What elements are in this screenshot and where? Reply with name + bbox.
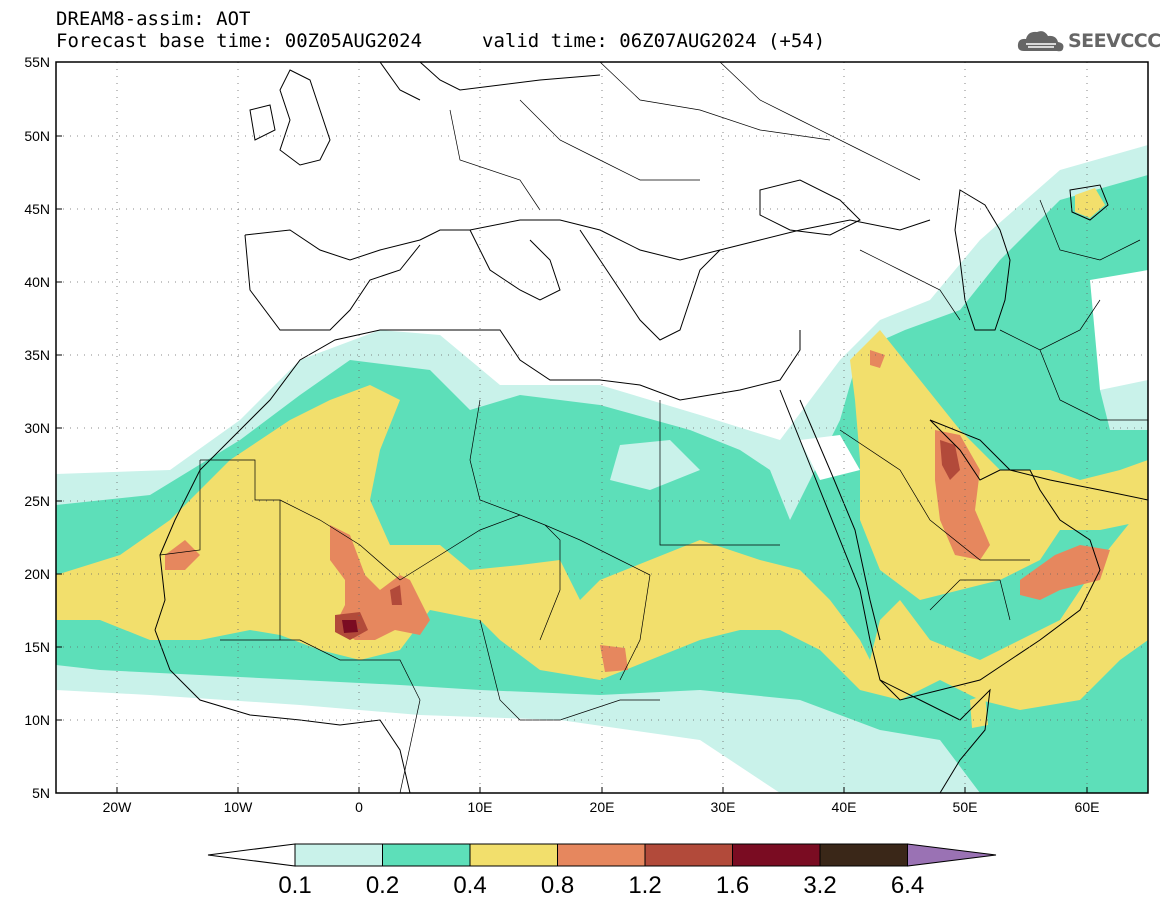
colorbar-label: 1.6 <box>716 872 749 899</box>
colorbar-swatch <box>382 843 471 867</box>
lon-label: 50E <box>953 799 978 815</box>
lat-label: 30N <box>24 420 50 436</box>
colorbar-swatch <box>557 843 646 867</box>
colorbar-label: 0.4 <box>453 872 486 899</box>
lat-labels: 55N 50N 45N 40N 35N 30N 25N 20N 15N 10N … <box>24 54 50 801</box>
map-title: DREAM8-assim: AOT <box>56 8 251 30</box>
coastlines <box>154 61 1149 794</box>
lon-label: 20E <box>590 799 615 815</box>
lat-label: 15N <box>24 639 50 655</box>
colorbar-under-triangle <box>207 843 296 867</box>
lat-label: 10N <box>24 712 50 728</box>
cloud-icon <box>1017 31 1064 52</box>
valid-time: valid time: 06Z07AUG2024 (+54) <box>482 30 826 52</box>
colorbar-label: 0.8 <box>541 872 574 899</box>
lon-label: 60E <box>1075 799 1100 815</box>
lat-label: 50N <box>24 128 50 144</box>
lat-label: 25N <box>24 493 50 509</box>
lat-label: 55N <box>24 54 50 70</box>
colorbar-label: 0.2 <box>366 872 399 899</box>
graticule <box>56 62 1148 793</box>
colorbar-swatch <box>644 843 733 867</box>
aot-level-1.6 <box>342 620 358 633</box>
colorbar-over-triangle <box>907 843 997 867</box>
seevccc-logo: SEEVCCC <box>1016 27 1161 55</box>
colorbar-swatch <box>819 843 908 867</box>
aot-level-0.8 <box>330 525 430 640</box>
aot-level-0.4 <box>56 385 1148 710</box>
colorbar-label: 6.4 <box>891 872 924 899</box>
axis-ticks <box>56 61 1088 793</box>
colorbar-swatch <box>469 843 558 867</box>
lon-label: 30E <box>711 799 736 815</box>
lon-label: 20W <box>103 799 133 815</box>
forecast-base-time: Forecast base time: 00Z05AUG2024 <box>56 30 423 52</box>
country-borders <box>159 61 1148 794</box>
colorbar-label: 1.2 <box>628 872 661 899</box>
lat-label: 40N <box>24 274 50 290</box>
lat-label: 20N <box>24 566 50 582</box>
colorbar-label: 3.2 <box>803 872 836 899</box>
logo-text: SEEVCCC <box>1068 30 1161 52</box>
colorbar-swatch <box>294 843 383 867</box>
lat-label: 45N <box>24 201 50 217</box>
lat-label: 35N <box>24 347 50 363</box>
lon-label: 40E <box>832 799 857 815</box>
colorbar-label: 0.1 <box>278 872 311 899</box>
colorbar-swatch <box>732 843 821 867</box>
lon-label: 0 <box>355 799 363 815</box>
lon-labels: 20W 10W 0 10E 20E 30E 40E 50E 60E <box>103 799 1100 815</box>
lon-label: 10E <box>468 799 493 815</box>
lon-label: 10W <box>224 799 254 815</box>
lat-label: 5N <box>32 785 50 801</box>
